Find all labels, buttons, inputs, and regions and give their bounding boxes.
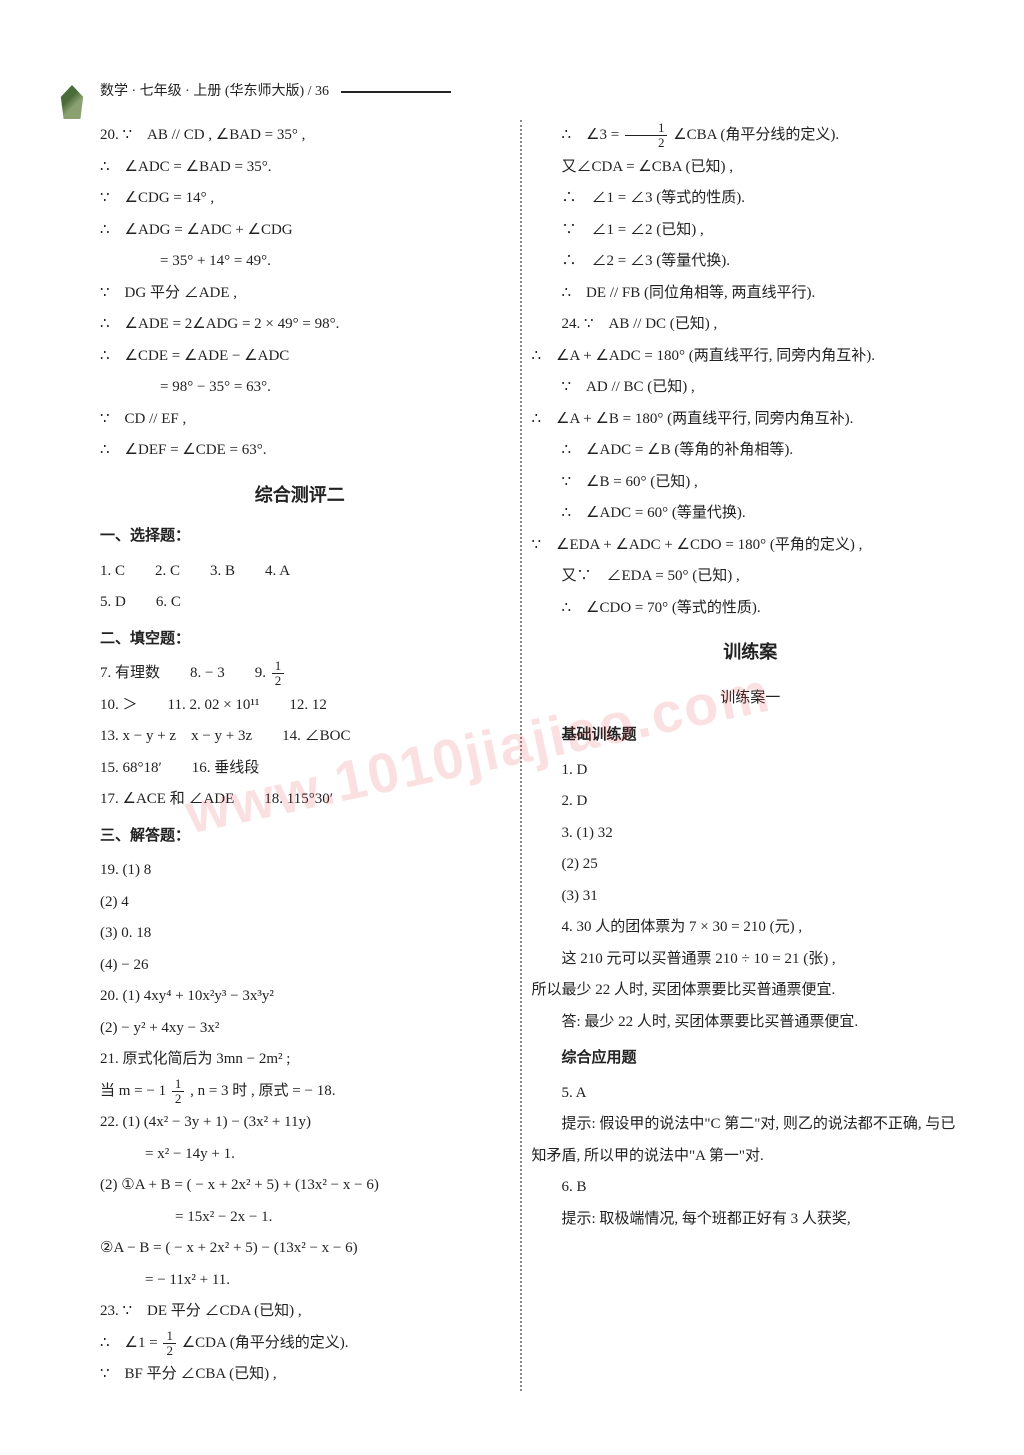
text-line: 4. 30 人的团体票为 7 × 30 = 210 (元) ,: [532, 912, 970, 944]
numerator: 1: [163, 1329, 176, 1344]
text-line: 23. ∵ DE 平分 ∠CDA (已知) ,: [100, 1296, 500, 1328]
text-line: (3) 0. 18: [100, 918, 500, 950]
subsection-title: 一、选择题：: [100, 520, 500, 552]
text-line: = − 11x² + 11.: [100, 1265, 500, 1297]
fraction: 12: [163, 1329, 176, 1359]
subsection-title: 综合应用题: [532, 1042, 970, 1074]
text-span: 7. 有理数 8. − 3 9.: [100, 665, 270, 681]
book-logo-icon: [58, 85, 86, 119]
text-line: ∴ ∠1 = ∠3 (等式的性质).: [532, 183, 970, 215]
text-line: ∵ CD // EF ,: [100, 404, 500, 436]
text-line: 24. ∵ AB // DC (已知) ,: [532, 309, 970, 341]
text-line: ∴ ∠ADC = ∠B (等角的补角相等).: [532, 435, 970, 467]
text-line: 2. D: [532, 786, 970, 818]
text-line: 13. x − y + z x − y + 3z 14. ∠BOC: [100, 721, 500, 753]
text-span: ∠CDA (角平分线的定义).: [178, 1335, 349, 1351]
text-line: ∴ ∠ADC = 60° (等量代换).: [532, 498, 970, 530]
text-line: 3. (1) 32: [532, 818, 970, 850]
text-line: = x² − 14y + 1.: [100, 1139, 500, 1171]
text-line: ∴ ∠ADG = ∠ADC + ∠CDG: [100, 215, 500, 247]
left-column: 20. ∵ AB // CD , ∠BAD = 35° , ∴ ∠ADC = ∠…: [60, 120, 520, 1391]
text-line: 又∠CDA = ∠CBA (已知) ,: [532, 152, 970, 184]
text-line: 19. (1) 8: [100, 855, 500, 887]
text-line: 10. ＞ 11. 2. 02 × 10¹¹ 12. 12: [100, 690, 500, 722]
text-line: 7. 有理数 8. − 3 9. 12: [100, 658, 500, 690]
text-line: 20. (1) 4xy⁴ + 10x²y³ − 3x³y²: [100, 981, 500, 1013]
section-subtitle: 训练案一: [532, 682, 970, 714]
numerator: 1: [172, 1077, 185, 1092]
text-line: (3) 31: [532, 881, 970, 913]
right-column: ∴ ∠3 = 12 ∠CBA (角平分线的定义). 又∠CDA = ∠CBA (…: [520, 120, 980, 1391]
text-line: ∴ ∠A + ∠B = 180° (两直线平行, 同旁内角互补).: [532, 404, 970, 436]
text-line: ∴ ∠ADE = 2∠ADG = 2 × 49° = 98°.: [100, 309, 500, 341]
text-line: ∴ ∠2 = ∠3 (等量代换).: [532, 246, 970, 278]
denominator: 2: [163, 1344, 176, 1358]
content-columns: 20. ∵ AB // CD , ∠BAD = 35° , ∴ ∠ADC = ∠…: [60, 120, 979, 1391]
text-line: 21. 原式化简后为 3mn − 2m² ;: [100, 1044, 500, 1076]
text-line: (4) − 26: [100, 950, 500, 982]
text-line: 5. D 6. C: [100, 587, 500, 619]
text-line: ∵ DG 平分 ∠ADE ,: [100, 278, 500, 310]
text-line: 提示: 取极端情况, 每个班都正好有 3 人获奖,: [532, 1204, 970, 1236]
text-line: ∴ ∠CDO = 70° (等式的性质).: [532, 593, 970, 625]
text-line: 22. (1) (4x² − 3y + 1) − (3x² + 11y): [100, 1107, 500, 1139]
column-divider: [520, 120, 522, 1391]
denominator: 2: [272, 674, 285, 688]
text-line: 所以最少 22 人时, 买团体票要比买普通票便宜.: [532, 975, 970, 1007]
text-line: 1. C 2. C 3. B 4. A: [100, 556, 500, 588]
text-line: ∴ DE // FB (同位角相等, 两直线平行).: [532, 278, 970, 310]
denominator: 2: [172, 1092, 185, 1106]
text-line: (2) − y² + 4xy − 3x²: [100, 1013, 500, 1045]
text-line: ∴ ∠A + ∠ADC = 180° (两直线平行, 同旁内角互补).: [532, 341, 970, 373]
header-rule: [341, 91, 451, 93]
header-text: 数学 · 七年级 · 上册 (华东师大版) / 36: [100, 84, 329, 99]
text-line: 6. B: [532, 1172, 970, 1204]
text-line: (2) ①A + B = ( − x + 2x² + 5) + (13x² − …: [100, 1170, 500, 1202]
text-line: ∴ ∠3 = 12 ∠CBA (角平分线的定义).: [532, 120, 970, 152]
section-title: 训练案: [532, 634, 970, 672]
text-line: ∴ ∠CDE = ∠ADE − ∠ADC: [100, 341, 500, 373]
text-line: ∴ ∠1 = 12 ∠CDA (角平分线的定义).: [100, 1328, 500, 1360]
text-line: (2) 4: [100, 887, 500, 919]
text-span: 当 m = − 1: [100, 1083, 170, 1099]
fraction: 12: [172, 1077, 185, 1107]
denominator: 2: [625, 136, 668, 150]
text-line: 又∵ ∠EDA = 50° (已知) ,: [532, 561, 970, 593]
text-line: ∴ ∠ADC = ∠BAD = 35°.: [100, 152, 500, 184]
text-line: ∵ AD // BC (已知) ,: [532, 372, 970, 404]
text-line: 15. 68°18′ 16. 垂线段: [100, 753, 500, 785]
text-line: ∴ ∠DEF = ∠CDE = 63°.: [100, 435, 500, 467]
text-line: = 35° + 14° = 49°.: [100, 246, 500, 278]
text-line: 当 m = − 1 12 , n = 3 时 , 原式 = − 18.: [100, 1076, 500, 1108]
subsection-title: 三、解答题：: [100, 820, 500, 852]
text-line: = 15x² − 2x − 1.: [100, 1202, 500, 1234]
text-span: , n = 3 时 , 原式 = − 18.: [186, 1083, 335, 1099]
text-line: ∵ ∠EDA + ∠ADC + ∠CDO = 180° (平角的定义) ,: [532, 530, 970, 562]
text-line: 1. D: [532, 755, 970, 787]
text-line: ∵ ∠1 = ∠2 (已知) ,: [532, 215, 970, 247]
subsection-title: 基础训练题: [532, 719, 970, 751]
page-header: 数学 · 七年级 · 上册 (华东师大版) / 36: [100, 80, 979, 100]
text-line: 17. ∠ACE 和 ∠ADE 18. 115°30′: [100, 784, 500, 816]
text-line: (2) 25: [532, 849, 970, 881]
text-span: ∠CBA (角平分线的定义).: [669, 127, 839, 143]
text-line: 这 210 元可以买普通票 210 ÷ 10 = 21 (张) ,: [532, 944, 970, 976]
text-line: 5. A: [532, 1078, 970, 1110]
text-line: ∵ ∠B = 60° (已知) ,: [532, 467, 970, 499]
text-line: 答: 最少 22 人时, 买团体票要比买普通票便宜.: [532, 1007, 970, 1039]
text-line: ∵ ∠CDG = 14° ,: [100, 183, 500, 215]
numerator: 1: [625, 121, 668, 136]
text-span: ∴ ∠1 =: [100, 1335, 161, 1351]
subsection-title: 二、填空题：: [100, 623, 500, 655]
text-line: = 98° − 35° = 63°.: [100, 372, 500, 404]
section-title: 综合测评二: [100, 477, 500, 515]
text-line: ②A − B = ( − x + 2x² + 5) − (13x² − x − …: [100, 1233, 500, 1265]
text-span: ∴ ∠3 =: [562, 127, 623, 143]
text-line: 20. ∵ AB // CD , ∠BAD = 35° ,: [100, 120, 500, 152]
numerator: 1: [272, 659, 285, 674]
text-line: 提示: 假设甲的说法中"C 第二"对, 则乙的说法都不正确, 与已知矛盾, 所以…: [532, 1109, 970, 1172]
text-line: ∵ BF 平分 ∠CBA (已知) ,: [100, 1359, 500, 1391]
fraction: 12: [272, 659, 285, 689]
fraction: 12: [625, 121, 668, 151]
